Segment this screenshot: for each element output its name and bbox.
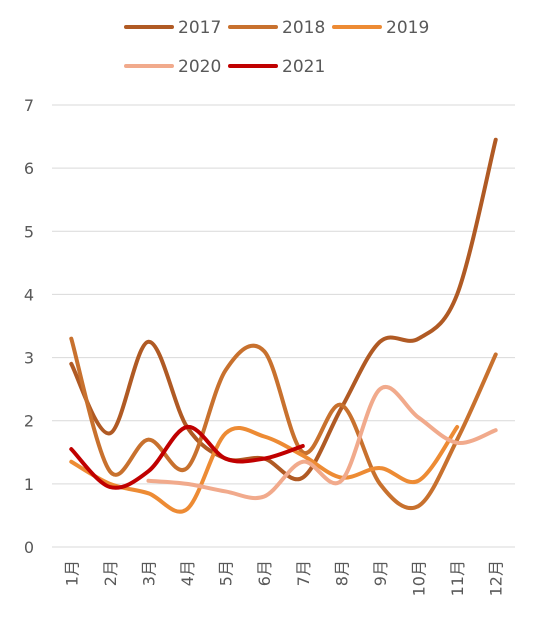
series-line-2017 (69, 137, 498, 482)
legend-label-2021: 2021 (282, 57, 325, 77)
x-tick-label: 5月 (217, 560, 236, 586)
y-tick-label: 0 (24, 538, 34, 557)
x-axis-tick-labels: 1月 2月 3月 4月 5月 6月 7月 8月 9月 10月 11月 12月 (62, 560, 505, 596)
legend-label-2020: 2020 (178, 57, 221, 77)
x-tick-label: 4月 (178, 560, 197, 586)
legend: 2017 2018 2019 2020 2021 (124, 18, 429, 77)
series-line-2020 (146, 385, 498, 501)
x-tick-label: 3月 (139, 560, 158, 586)
series-line-2021 (69, 425, 305, 490)
legend-label-2018: 2018 (282, 18, 325, 38)
legend-label-2017: 2017 (178, 18, 221, 38)
x-tick-label: 9月 (371, 560, 390, 586)
y-tick-label: 1 (24, 475, 34, 494)
x-tick-label: 8月 (332, 560, 351, 586)
series-line-2018 (69, 336, 498, 510)
x-tick-label: 12月 (487, 560, 506, 596)
y-axis-tick-labels: 0 1 2 3 4 5 6 7 (24, 96, 34, 557)
x-tick-label: 1月 (62, 560, 81, 586)
y-tick-label: 5 (24, 222, 34, 241)
series-line-2019 (69, 425, 460, 514)
legend-label-2019: 2019 (386, 18, 429, 38)
y-tick-label: 7 (24, 96, 34, 115)
y-tick-label: 6 (24, 159, 34, 178)
x-tick-label: 10月 (410, 560, 429, 596)
y-tick-label: 2 (24, 412, 34, 431)
x-tick-label: 7月 (294, 560, 313, 586)
y-tick-label: 4 (24, 285, 34, 304)
x-tick-label: 11月 (448, 560, 467, 596)
x-tick-label: 2月 (101, 560, 120, 586)
x-tick-label: 6月 (255, 560, 274, 586)
y-tick-label: 3 (24, 349, 34, 368)
series-lines (69, 137, 498, 514)
